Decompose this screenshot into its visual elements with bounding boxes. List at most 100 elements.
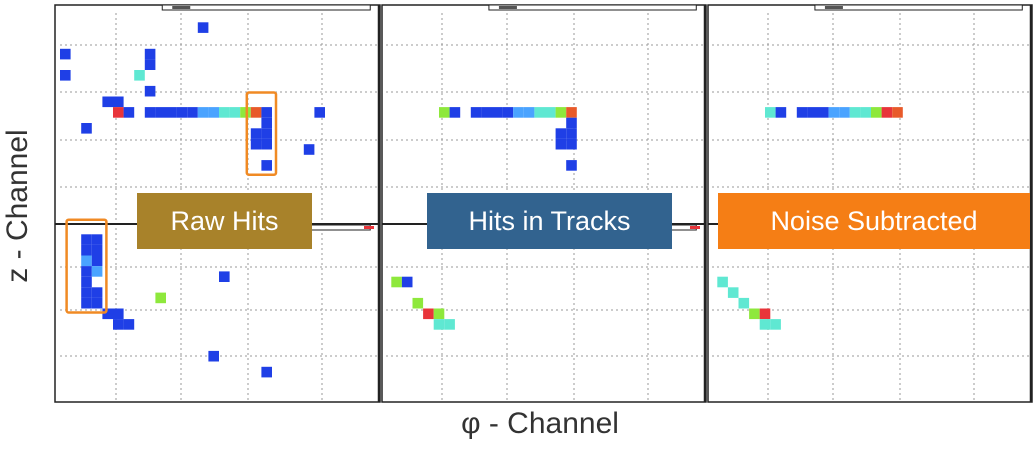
raw-hits-hit [261, 160, 272, 171]
hits-in-tracks-hit [566, 160, 577, 171]
raw-hits-hit [314, 107, 325, 118]
noise-subtracted-hit [759, 308, 771, 320]
noise-subtracted-hit [818, 107, 829, 118]
raw-hits-hit [250, 138, 262, 150]
hits-in-tracks-hit [534, 107, 545, 118]
noise-subtracted-hit [839, 107, 850, 118]
hits-in-tracks-hit [566, 107, 577, 118]
raw-hits-hit [91, 244, 103, 256]
noise-subtracted-hit [871, 107, 882, 118]
raw-hits-hit [81, 234, 92, 245]
raw-hits-hit [240, 107, 251, 118]
raw-hits-hit [261, 128, 272, 139]
raw-hits-hit [197, 107, 209, 118]
raw-hits-hit [113, 308, 124, 320]
raw-hits-hit [91, 297, 103, 309]
raw-hits-hit [229, 107, 241, 118]
raw-hits-highlight-box [245, 91, 278, 176]
x-axis-label: φ - Channel [461, 407, 619, 440]
noise-subtracted-hit [860, 107, 871, 118]
raw-hits-hit [197, 22, 209, 33]
raw-hits-hit [81, 297, 92, 309]
raw-hits-hit [81, 255, 92, 267]
raw-hits-hit [144, 59, 156, 70]
noise-subtracted-hit [738, 297, 750, 309]
raw-hits-hit [113, 319, 124, 330]
raw-hits-hit [166, 107, 177, 118]
raw-hits-hit [60, 70, 71, 81]
raw-hits-hit [250, 128, 262, 139]
raw-hits-hit [60, 48, 71, 60]
raw-hits-hit [144, 107, 156, 118]
hits-in-tracks-hit [523, 107, 535, 118]
grid-layer [60, 13, 1030, 402]
raw-hits-hit [176, 107, 188, 118]
hits-in-tracks-hit [444, 319, 455, 330]
highlight-layer [65, 91, 278, 314]
hits-in-tracks-hit [391, 276, 402, 288]
hits-in-tracks-hit [449, 107, 461, 118]
noise-subtracted-hit [807, 107, 818, 118]
raw-hits-hit [123, 319, 135, 330]
hits-in-tracks-hit [566, 128, 577, 139]
noise-subtracted-hit [749, 308, 760, 320]
noise-subtracted-hit [765, 107, 776, 118]
raw-hits-label: Raw Hits [137, 193, 312, 249]
raw-hits-hit [81, 266, 92, 277]
raw-hits-hit [187, 107, 198, 118]
raw-hits-hit [208, 107, 219, 118]
noise-subtracted-hit [759, 319, 771, 330]
noise-subtracted-hit [775, 107, 787, 118]
raw-hits-hit [219, 271, 230, 282]
raw-hits-hit [91, 266, 103, 277]
hits-in-tracks-hit [433, 308, 445, 320]
raw-hits-hit [219, 107, 230, 118]
hits-in-tracks-label: Hits in Tracks [427, 193, 672, 249]
hits-in-tracks-hit [555, 128, 567, 139]
raw-hits-hit [261, 138, 272, 150]
raw-hits-scrollbar-top [161, 4, 371, 11]
hit-layer [60, 22, 903, 378]
raw-hits-hit [102, 96, 113, 108]
hits-in-tracks-hit [513, 107, 524, 118]
raw-hits-hit [155, 107, 166, 118]
hits-in-tracks-hit [502, 107, 514, 118]
raw-hits-hit [134, 70, 145, 81]
raw-hits-hit [81, 287, 92, 298]
noise-subtracted-scrollbar-top [814, 4, 1023, 11]
raw-hits-hit [123, 107, 135, 118]
hits-in-tracks-hit [555, 138, 567, 150]
noise-subtracted-hit [881, 107, 893, 118]
raw-hits-hit [303, 144, 315, 155]
noise-subtracted-label: Noise Subtracted [718, 193, 1030, 249]
noise-subtracted-hit [849, 107, 861, 118]
raw-hits-hit [81, 123, 92, 134]
raw-hits-hit [91, 255, 103, 267]
hits-in-tracks-hit [481, 107, 492, 118]
raw-hits-hit [81, 276, 92, 288]
raw-hits-hit [250, 107, 262, 118]
noise-subtracted-hit [892, 107, 903, 118]
raw-hits-hit [113, 96, 124, 108]
hits-in-tracks-hit [439, 107, 450, 118]
raw-hits-hit [91, 287, 103, 298]
raw-hits-scroll-thumb-mid [364, 226, 374, 229]
raw-hits-hit [144, 85, 156, 97]
raw-hits-hit [81, 244, 92, 256]
hits-in-tracks-scroll-thumb-top [498, 6, 517, 9]
hits-in-tracks-hit [555, 107, 567, 118]
raw-hits-highlight-box [65, 218, 108, 314]
raw-hits-hit [113, 107, 124, 118]
noise-subtracted-hit [770, 319, 781, 330]
hits-in-tracks-hit [423, 308, 434, 320]
raw-hits-hit [102, 308, 113, 320]
hits-in-tracks-hit [492, 107, 503, 118]
hits-in-tracks-scroll-thumb-mid [690, 226, 700, 229]
raw-hits-scroll-thumb-top [172, 6, 191, 9]
raw-hits-hit [208, 350, 219, 362]
noise-subtracted-hit [717, 276, 728, 288]
raw-hits-hit [261, 366, 272, 378]
raw-hits-hit [91, 234, 103, 245]
raw-hits-hit [155, 292, 166, 304]
